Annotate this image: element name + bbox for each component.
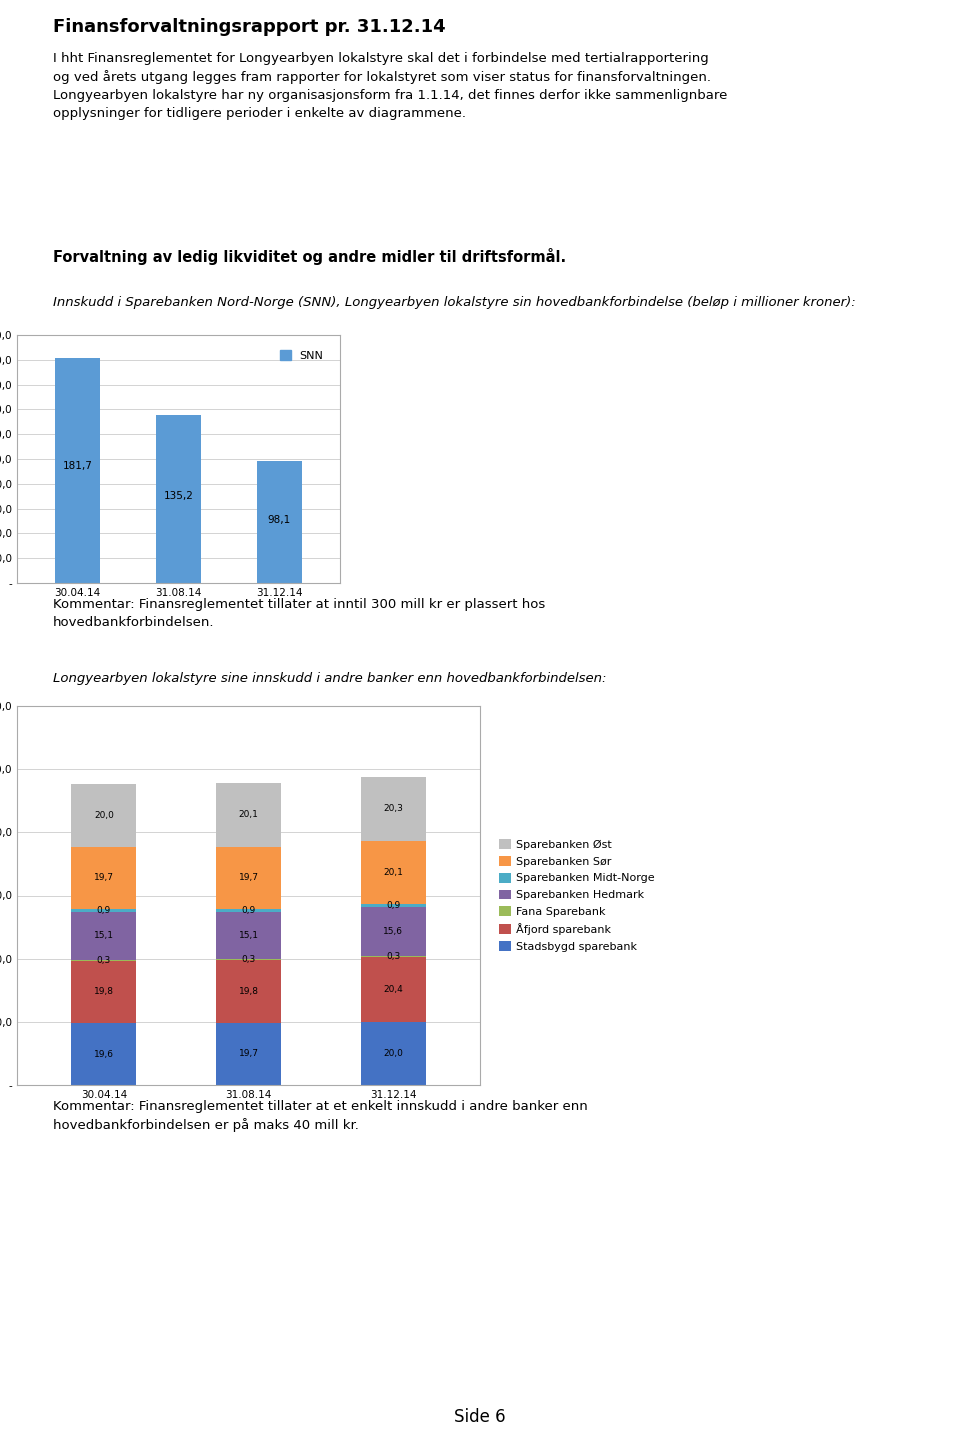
Text: 20,1: 20,1 bbox=[239, 810, 258, 819]
Bar bbox=[216, 846, 281, 908]
Text: Innskudd i Sparebanken Nord-Norge (SNN), Longyearbyen lokalstyre sin hovedbankfo: Innskudd i Sparebanken Nord-Norge (SNN),… bbox=[53, 296, 855, 309]
Bar bbox=[71, 913, 136, 960]
Bar bbox=[71, 910, 136, 913]
Bar bbox=[256, 461, 302, 583]
Bar bbox=[71, 1024, 136, 1084]
Text: Longyearbyen lokalstyre sine innskudd i andre banker enn hovedbankforbindelsen:: Longyearbyen lokalstyre sine innskudd i … bbox=[53, 671, 607, 684]
Bar bbox=[216, 911, 281, 959]
Text: 15,1: 15,1 bbox=[94, 931, 114, 940]
Bar bbox=[216, 1022, 281, 1084]
Text: 20,1: 20,1 bbox=[383, 868, 403, 877]
Text: 19,7: 19,7 bbox=[94, 874, 114, 882]
Text: Side 6: Side 6 bbox=[454, 1408, 506, 1427]
Text: Kommentar: Finansreglementet tillater at et enkelt innskudd i andre banker enn
h: Kommentar: Finansreglementet tillater at… bbox=[53, 1100, 588, 1132]
Bar bbox=[71, 960, 136, 1024]
Legend: SNN: SNN bbox=[276, 345, 328, 365]
Bar bbox=[361, 907, 425, 956]
Bar bbox=[156, 416, 202, 583]
Text: 19,6: 19,6 bbox=[94, 1050, 114, 1058]
Text: 15,6: 15,6 bbox=[383, 927, 403, 936]
Text: 181,7: 181,7 bbox=[62, 461, 92, 471]
Legend: Sparebanken Øst, Sparebanken Sør, Sparebanken Midt-Norge, Sparebanken Hedmark, F: Sparebanken Øst, Sparebanken Sør, Spareb… bbox=[499, 839, 655, 952]
Text: 0,3: 0,3 bbox=[97, 956, 111, 965]
Bar bbox=[71, 784, 136, 846]
Text: Finansforvaltningsrapport pr. 31.12.14: Finansforvaltningsrapport pr. 31.12.14 bbox=[53, 17, 445, 36]
Bar bbox=[216, 783, 281, 846]
Text: 20,4: 20,4 bbox=[383, 985, 403, 993]
Text: 19,8: 19,8 bbox=[94, 988, 114, 996]
Bar bbox=[55, 358, 100, 583]
Text: 0,9: 0,9 bbox=[97, 905, 111, 915]
Text: 19,7: 19,7 bbox=[238, 1050, 258, 1058]
Text: 19,7: 19,7 bbox=[238, 874, 258, 882]
Text: Kommentar: Finansreglementet tillater at inntil 300 mill kr er plassert hos
hove: Kommentar: Finansreglementet tillater at… bbox=[53, 598, 545, 630]
Text: 19,8: 19,8 bbox=[238, 988, 258, 996]
Text: 20,0: 20,0 bbox=[383, 1048, 403, 1058]
Text: 0,9: 0,9 bbox=[386, 901, 400, 910]
Bar bbox=[71, 846, 136, 910]
Bar bbox=[361, 957, 425, 1022]
Text: I hht Finansreglementet for Longyearbyen lokalstyre skal det i forbindelse med t: I hht Finansreglementet for Longyearbyen… bbox=[53, 52, 727, 120]
Text: 0,3: 0,3 bbox=[241, 956, 255, 965]
Text: 135,2: 135,2 bbox=[163, 491, 193, 501]
Bar bbox=[216, 908, 281, 911]
Text: 20,3: 20,3 bbox=[383, 804, 403, 813]
Bar bbox=[216, 960, 281, 1022]
Text: 20,0: 20,0 bbox=[94, 810, 113, 820]
Bar bbox=[361, 1022, 425, 1084]
Text: 0,3: 0,3 bbox=[386, 953, 400, 962]
Text: 0,9: 0,9 bbox=[241, 905, 255, 914]
Text: 98,1: 98,1 bbox=[268, 514, 291, 524]
Bar bbox=[361, 840, 425, 904]
Text: Forvaltning av ledig likviditet og andre midler til driftsformål.: Forvaltning av ledig likviditet og andre… bbox=[53, 248, 566, 266]
Bar bbox=[361, 777, 425, 840]
Bar bbox=[361, 904, 425, 907]
Text: 15,1: 15,1 bbox=[238, 931, 258, 940]
